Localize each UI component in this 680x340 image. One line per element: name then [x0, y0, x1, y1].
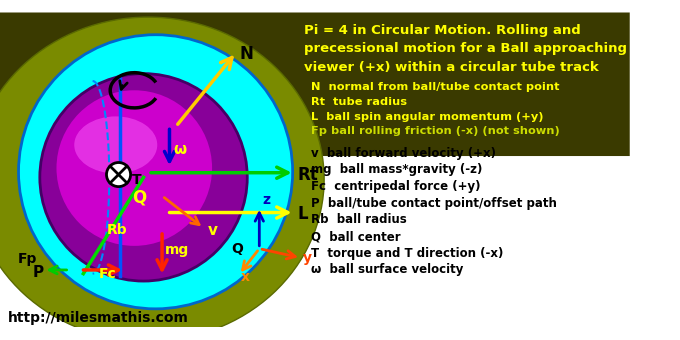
Text: Q: Q — [231, 242, 243, 256]
Text: L: L — [297, 205, 308, 223]
Text: N: N — [240, 45, 254, 63]
Circle shape — [107, 163, 131, 187]
Ellipse shape — [40, 74, 248, 281]
Text: mg: mg — [165, 242, 189, 257]
Ellipse shape — [18, 35, 292, 309]
Text: Fc  centripedal force (+y): Fc centripedal force (+y) — [311, 180, 481, 193]
Text: T  torque and T direction (-x): T torque and T direction (-x) — [311, 247, 504, 260]
Text: Rt: Rt — [297, 166, 318, 184]
Text: mg  ball mass*gravity (-z): mg ball mass*gravity (-z) — [311, 164, 483, 176]
Text: Fp ball rolling friction (-x) (not shown): Fp ball rolling friction (-x) (not shown… — [311, 126, 560, 136]
Text: Q: Q — [132, 189, 146, 207]
Text: z: z — [262, 193, 270, 207]
Text: v  ball forward velocity (+x): v ball forward velocity (+x) — [311, 147, 496, 160]
Text: Rb: Rb — [107, 223, 127, 237]
Ellipse shape — [74, 116, 157, 173]
Text: Rb  ball radius: Rb ball radius — [311, 214, 407, 226]
Text: Fp: Fp — [18, 252, 37, 266]
Text: precessional motion for a Ball approaching: precessional motion for a Ball approachi… — [304, 42, 627, 55]
Text: viewer (+x) within a circular tube track: viewer (+x) within a circular tube track — [304, 61, 598, 74]
Text: v: v — [207, 223, 218, 238]
Text: Fc: Fc — [99, 267, 117, 281]
Text: ω: ω — [173, 142, 186, 157]
Ellipse shape — [56, 90, 212, 246]
Text: x: x — [241, 270, 250, 284]
Polygon shape — [0, 13, 630, 156]
Text: P: P — [33, 265, 44, 280]
Text: http://milesmathis.com: http://milesmathis.com — [7, 311, 188, 325]
Ellipse shape — [0, 17, 324, 340]
Text: y: y — [303, 251, 312, 265]
Text: T: T — [131, 173, 141, 187]
Text: Pi = 4 in Circular Motion. Rolling and: Pi = 4 in Circular Motion. Rolling and — [304, 23, 581, 37]
Text: N  normal from ball/tube contact point: N normal from ball/tube contact point — [311, 82, 560, 92]
Text: ω  ball surface velocity: ω ball surface velocity — [311, 264, 464, 276]
Text: P  ball/tube contact point/offset path: P ball/tube contact point/offset path — [311, 197, 557, 210]
Text: Rt  tube radius: Rt tube radius — [311, 97, 407, 107]
Text: Q  ball center: Q ball center — [311, 230, 401, 243]
Text: L  ball spin angular momentum (+y): L ball spin angular momentum (+y) — [311, 112, 544, 122]
